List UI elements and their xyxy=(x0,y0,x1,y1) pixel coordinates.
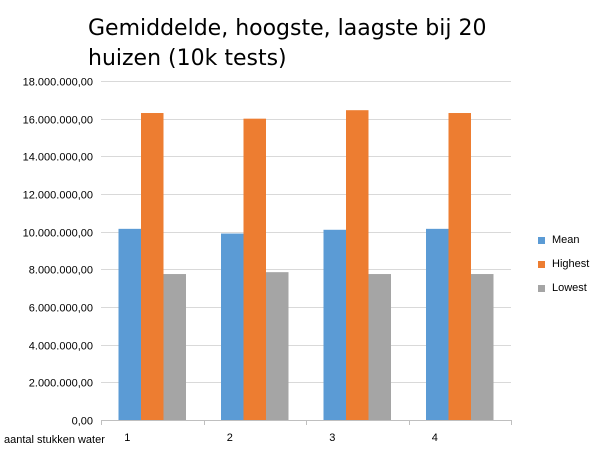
y-tick-label: 14.000.000,00 xyxy=(23,152,93,164)
legend-swatch xyxy=(538,284,545,292)
bar-lowest-1 xyxy=(163,274,186,420)
bar-mean-4 xyxy=(426,228,449,420)
bar-highest-1 xyxy=(141,113,164,421)
y-tick-label: 6.000.000,00 xyxy=(29,303,93,315)
legend-item-highest: Highest xyxy=(538,252,589,276)
x-tick-label: 2 xyxy=(227,432,233,444)
chart-title: Gemiddelde, hoogste, laagste bij 20 huiz… xyxy=(88,16,487,71)
x-axis-label: aantal stukken water xyxy=(4,434,105,446)
legend-swatch xyxy=(538,260,545,268)
legend: Mean Highest Lowest xyxy=(538,228,589,300)
bar-highest-2 xyxy=(243,118,266,421)
y-tick-label: 4.000.000,00 xyxy=(29,341,93,353)
x-tick-label: 3 xyxy=(329,432,335,444)
y-tick-label: 2.000.000,00 xyxy=(29,378,93,390)
bar-mean-3 xyxy=(323,229,346,420)
legend-label: Highest xyxy=(552,258,590,270)
y-tick-label: 8.000.000,00 xyxy=(29,265,93,277)
bar-highest-4 xyxy=(448,113,471,421)
legend-label: Mean xyxy=(552,234,580,246)
y-tick-label: 16.000.000,00 xyxy=(23,115,93,127)
legend-swatch xyxy=(538,236,545,244)
x-axis-ticks: 1 2 3 4 xyxy=(124,432,438,444)
legend-item-mean: Mean xyxy=(538,228,589,252)
bar-highest-3 xyxy=(346,110,369,421)
y-tick-label: 12.000.000,00 xyxy=(23,190,93,202)
bar-mean-1 xyxy=(118,228,141,420)
legend-item-lowest: Lowest xyxy=(538,276,589,300)
y-axis-ticks: 0,00 2.000.000,00 4.000.000,00 6.000.000,00… xyxy=(23,77,93,428)
y-tick-label: 0,00 xyxy=(72,416,93,428)
x-tick-label: 4 xyxy=(432,432,438,444)
bar-lowest-2 xyxy=(266,272,289,420)
bar-lowest-4 xyxy=(471,274,494,420)
legend-label: Lowest xyxy=(552,282,587,294)
bar-mean-2 xyxy=(221,233,244,420)
bars xyxy=(118,110,494,421)
x-axis xyxy=(101,420,512,425)
y-tick-label: 18.000.000,00 xyxy=(23,77,93,89)
bar-lowest-3 xyxy=(368,274,391,420)
x-tick-label: 1 xyxy=(124,432,130,444)
y-tick-label: 10.000.000,00 xyxy=(23,228,93,240)
